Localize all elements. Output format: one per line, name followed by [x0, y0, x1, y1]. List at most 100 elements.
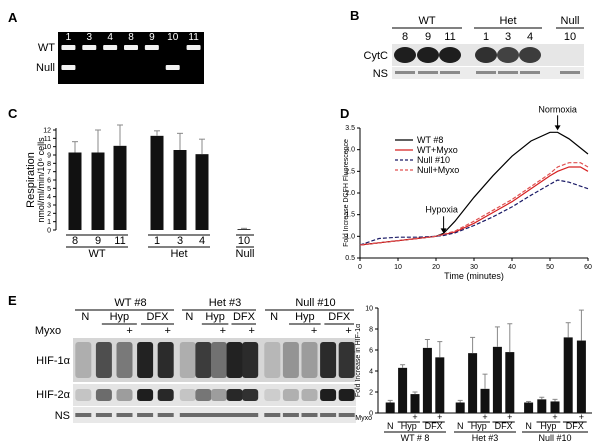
hif1a-band	[338, 342, 355, 378]
lane-label: DFX	[146, 311, 169, 323]
group-label: Het	[170, 248, 187, 260]
bar	[68, 152, 82, 230]
lane-label: Hyp	[110, 311, 130, 323]
hif2a-band	[157, 389, 174, 401]
wt-band	[82, 45, 97, 50]
x-axis-label: Time (minutes)	[444, 271, 504, 281]
lane-number: 9	[149, 32, 155, 43]
myxo-plus: +	[437, 412, 442, 422]
myxo-plus: +	[482, 412, 487, 422]
lane-label: N	[185, 311, 193, 323]
x-label: DFX	[566, 421, 584, 431]
y-tick-label: 0	[47, 228, 51, 235]
myxo-plus: +	[579, 412, 584, 422]
lane-label: N	[270, 311, 278, 323]
group-title: Het #3	[209, 297, 241, 309]
y-tick-label: 7	[47, 169, 51, 176]
row-label-wt: WT	[38, 42, 55, 54]
hif1a-band	[137, 342, 154, 378]
y-tick-label: 1	[47, 219, 51, 226]
y-tick-label: 6	[369, 348, 373, 355]
lane-number: 10	[564, 31, 576, 43]
series-line	[359, 131, 589, 246]
lane-number: 3	[505, 31, 511, 43]
hif1a-band	[75, 342, 92, 378]
y-tick-label: 0.5	[345, 255, 355, 262]
y-tick-label: 6	[47, 178, 51, 185]
category-label: 11	[114, 235, 125, 247]
bar	[398, 367, 408, 413]
x-tick-label: 20	[432, 264, 440, 271]
hif1a-band	[242, 342, 259, 378]
myxo-plus: +	[552, 412, 557, 422]
hif1a-band	[320, 342, 337, 378]
ns-band	[226, 413, 243, 417]
x-label: Hyp	[401, 421, 417, 431]
lane-label: Hyp	[205, 311, 225, 323]
row-label-cytc: CytC	[364, 50, 389, 62]
ns-band	[440, 71, 460, 74]
hif2a-band	[282, 389, 299, 401]
group-label: Null #10	[538, 433, 571, 443]
hif1a-band	[195, 342, 212, 378]
bar	[563, 337, 573, 413]
hif2a-band	[195, 389, 212, 401]
row-label-ns: NS	[55, 410, 70, 422]
bar	[492, 346, 502, 413]
bar	[468, 353, 478, 413]
lane-number: 3	[87, 32, 93, 43]
bar	[576, 340, 586, 413]
lane-label: N	[81, 311, 89, 323]
ns-band	[476, 71, 496, 74]
x-tick-label: 50	[546, 264, 554, 271]
ns-band	[195, 413, 212, 417]
lane-number: 11	[188, 32, 199, 43]
panel-d-chart: 0.5 1.0 1.5 2.0 2.5 3.0 3.5 0 10 20 30 40 50 60 Time (…	[343, 104, 592, 281]
hif1a-band	[157, 342, 174, 378]
lane-number: 1	[66, 32, 72, 43]
hif1a-band	[282, 342, 299, 378]
hif1a-band	[264, 342, 281, 378]
y-tick-label: 12	[43, 128, 51, 135]
lane-label: Hyp	[295, 311, 315, 323]
hif1a-band	[116, 342, 133, 378]
x-label: N	[457, 421, 464, 431]
ns-band	[157, 413, 174, 417]
bar	[410, 394, 420, 413]
myxo-label: Myxo	[35, 325, 61, 337]
category-label: 9	[95, 235, 101, 247]
myxo-plus: +	[345, 325, 351, 337]
hif2a-band	[242, 389, 259, 401]
category-label: 4	[199, 235, 205, 247]
hif1a-band	[301, 342, 318, 378]
legend-entry: Null+Myxo	[417, 165, 459, 175]
x-label: N	[525, 421, 532, 431]
bar	[455, 402, 465, 413]
hif2a-band	[75, 389, 92, 401]
bar	[422, 347, 432, 413]
y-tick-label: 4	[47, 194, 51, 201]
ns-band	[75, 413, 92, 417]
ns-band	[116, 413, 133, 417]
hif1a-band	[179, 342, 196, 378]
lane-number: 10	[167, 32, 179, 43]
arrow-head	[440, 228, 447, 234]
panel-c-letter: C	[8, 106, 18, 121]
series-line	[359, 166, 589, 246]
lane-number: 11	[444, 31, 455, 43]
y-tick-label: 1.0	[345, 233, 355, 240]
bar	[237, 229, 251, 230]
null-band	[61, 65, 76, 70]
lane-number: 4	[527, 31, 533, 43]
category-label: 8	[72, 235, 78, 247]
null-band	[165, 65, 180, 70]
y-tick-label: 3	[47, 203, 51, 210]
panel-e-blot: WT #8 N Hyp DFX + + Het #3 N Hyp DFX + + Null #10 N Hy…	[35, 297, 356, 423]
cytc-band	[394, 47, 416, 63]
hif2a-band	[211, 389, 227, 401]
bar	[505, 352, 515, 413]
category-label: 3	[177, 235, 183, 247]
